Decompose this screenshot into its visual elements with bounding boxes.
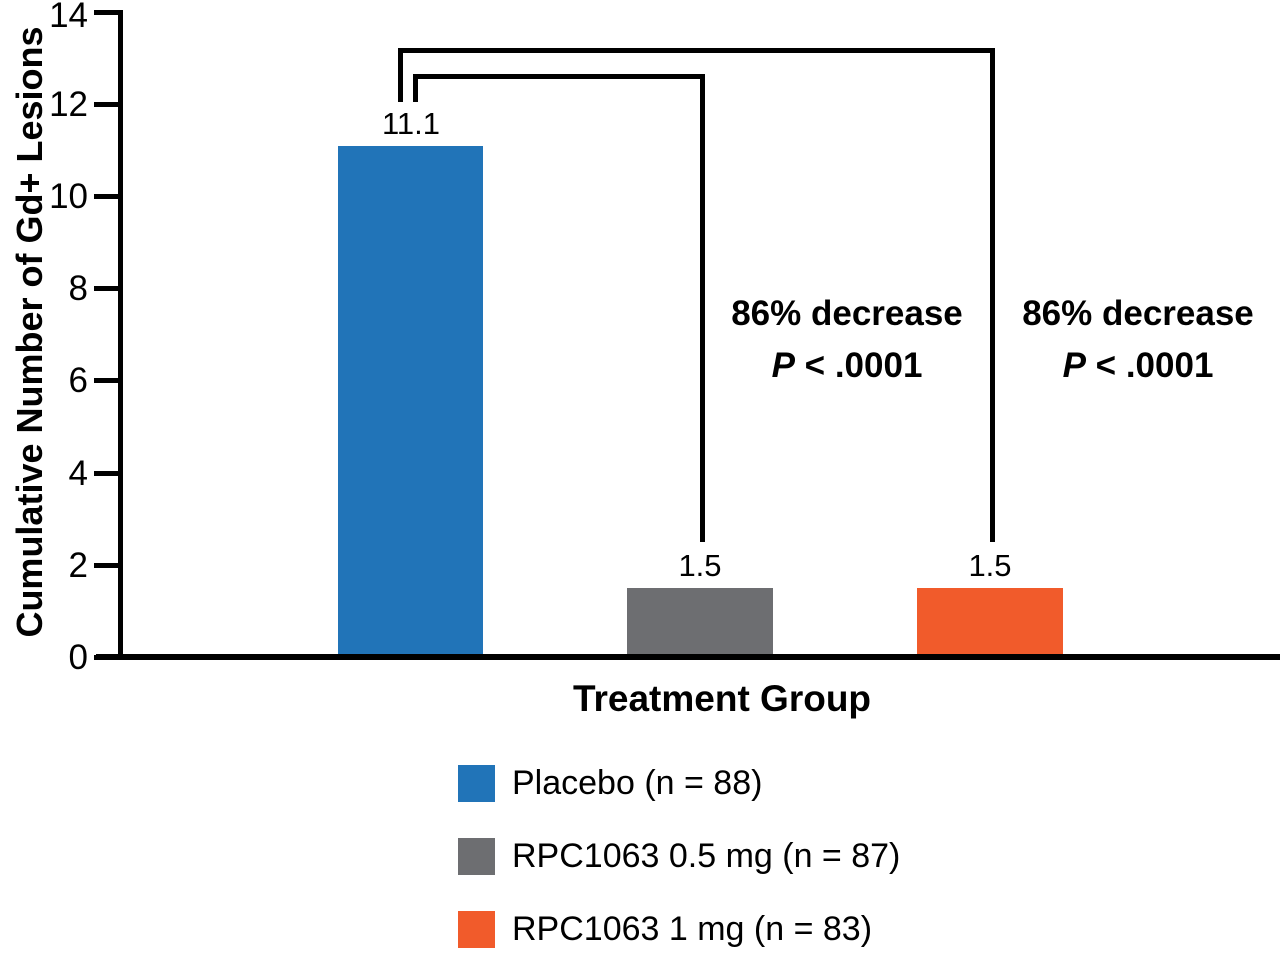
legend-item-placebo: Placebo (n = 88)	[458, 764, 900, 802]
legend: Placebo (n = 88) RPC1063 0.5 mg (n = 87)…	[458, 764, 900, 948]
y-tick-4	[94, 471, 118, 476]
p-value-text: < .0001	[1095, 346, 1214, 385]
significance-annotation-05mg: 86% decrease P < .0001	[706, 288, 988, 392]
legend-label-rpc1063-05mg: RPC1063 0.5 mg (n = 87)	[512, 837, 901, 875]
bracket-placebo-vs-05mg-right-leg	[700, 74, 705, 542]
y-tick-label-10: 10	[49, 177, 88, 216]
y-tick-14	[94, 10, 118, 15]
bracket-placebo-vs-05mg-left-leg	[413, 74, 418, 102]
bar-value-rpc1063-05mg: 1.5	[678, 548, 722, 583]
significance-annotation-1mg: 86% decrease P < .0001	[996, 288, 1280, 392]
p-symbol: P	[771, 346, 795, 385]
y-tick-12	[94, 102, 118, 107]
y-tick-label-2: 2	[68, 546, 88, 585]
bar-placebo	[338, 146, 483, 654]
bar-value-placebo: 11.1	[381, 106, 441, 141]
p-symbol: P	[1062, 346, 1086, 385]
bracket-placebo-vs-05mg-horizontal	[413, 74, 705, 79]
y-tick-6	[94, 378, 118, 383]
y-tick-2	[94, 563, 118, 568]
y-tick-label-12: 12	[49, 85, 88, 124]
annotation-decrease-text: 86% decrease	[731, 294, 963, 333]
y-tick-label-8: 8	[68, 269, 88, 308]
legend-swatch-rpc1063-1mg	[458, 910, 495, 948]
legend-label-placebo: Placebo (n = 88)	[512, 764, 763, 802]
bar-rpc1063-1mg	[917, 588, 1063, 654]
x-axis-title: Treatment Group	[572, 678, 872, 719]
y-axis-line	[118, 10, 123, 658]
bracket-placebo-vs-1mg-horizontal	[398, 48, 995, 53]
bracket-placebo-vs-1mg-right-leg	[990, 48, 995, 542]
legend-label-rpc1063-1mg: RPC1063 1 mg (n = 83)	[512, 910, 873, 948]
bar-rpc1063-05mg	[627, 588, 773, 654]
legend-item-rpc1063-05mg: RPC1063 0.5 mg (n = 87)	[458, 837, 900, 875]
p-value-text: < .0001	[804, 346, 923, 385]
legend-swatch-placebo	[458, 764, 495, 802]
y-tick-label-0: 0	[68, 638, 88, 677]
y-tick-8	[94, 286, 118, 291]
annotation-p-value: P < .0001	[996, 340, 1280, 392]
legend-item-rpc1063-1mg: RPC1063 1 mg (n = 83)	[458, 910, 900, 948]
bracket-placebo-vs-1mg-left-leg	[398, 48, 403, 102]
x-axis-line	[96, 654, 1280, 660]
y-tick-label-4: 4	[68, 454, 88, 493]
annotation-p-value: P < .0001	[706, 340, 988, 392]
y-tick-label-6: 6	[68, 361, 88, 400]
bar-value-rpc1063-1mg: 1.5	[968, 548, 1012, 583]
y-tick-10	[94, 194, 118, 199]
annotation-decrease-text: 86% decrease	[1022, 294, 1254, 333]
legend-swatch-rpc1063-05mg	[458, 837, 495, 875]
y-tick-label-14: 14	[49, 0, 88, 35]
